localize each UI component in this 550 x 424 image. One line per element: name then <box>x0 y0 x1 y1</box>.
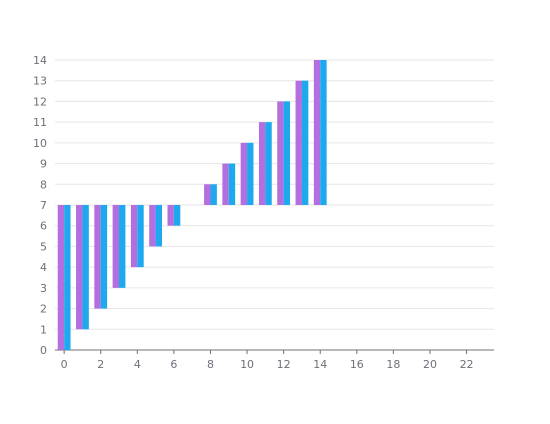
y-tick-label: 2 <box>40 303 47 316</box>
y-tick-label: 1 <box>40 323 47 336</box>
x-tick-label: 4 <box>134 358 141 371</box>
bar-series1 <box>240 142 248 205</box>
x-tick-label: 12 <box>277 358 291 371</box>
x-tick-label: 18 <box>386 358 400 371</box>
bar-series1 <box>295 80 302 205</box>
bar-series2 <box>82 205 89 330</box>
y-tick-label: 10 <box>33 137 47 150</box>
x-tick-label: 2 <box>97 358 104 371</box>
bar-series1 <box>76 205 83 330</box>
bar-series1 <box>130 205 138 268</box>
bar-series1 <box>167 205 174 226</box>
x-tick-label: 20 <box>423 358 437 371</box>
y-tick-label: 3 <box>40 282 47 295</box>
x-tick-label: 0 <box>61 358 68 371</box>
y-tick-label: 8 <box>40 178 47 191</box>
bar-series2 <box>228 163 236 205</box>
bar-series2 <box>155 205 163 247</box>
bar-series2 <box>173 205 181 226</box>
x-tick-label: 6 <box>170 358 177 371</box>
y-tick-label: 7 <box>40 199 47 212</box>
x-tick-label: 8 <box>207 358 214 371</box>
bar-series1 <box>277 101 284 205</box>
bar-series2 <box>320 60 327 205</box>
y-tick-label: 13 <box>33 75 47 88</box>
y-tick-label: 0 <box>40 344 47 357</box>
bar-series1 <box>112 205 120 288</box>
bar-series1 <box>204 184 211 205</box>
bar-series2 <box>247 142 254 205</box>
bar-series2 <box>64 205 71 350</box>
bar-series1 <box>258 122 266 205</box>
bar-series1 <box>222 163 229 205</box>
bar-series2 <box>210 184 217 205</box>
bar-series2 <box>119 205 126 288</box>
bar-series2 <box>100 205 108 309</box>
bar-series2 <box>301 80 309 205</box>
y-tick-label: 4 <box>40 261 47 274</box>
bar-series2 <box>283 101 291 205</box>
bar-series1 <box>57 205 65 350</box>
y-tick-label: 6 <box>40 220 47 233</box>
grid <box>55 59 494 351</box>
bars <box>57 60 327 350</box>
x-tick-label: 14 <box>313 358 327 371</box>
bar-series2 <box>137 205 144 268</box>
y-tick-label: 9 <box>40 158 47 171</box>
x-tick-label: 16 <box>350 358 364 371</box>
x-tick-label: 22 <box>460 358 474 371</box>
y-tick-label: 14 <box>33 54 47 67</box>
bar-series1 <box>149 205 156 247</box>
y-tick-label: 12 <box>33 95 47 108</box>
y-tick-label: 5 <box>40 240 47 253</box>
x-tick-label: 10 <box>240 358 254 371</box>
bar-series1 <box>313 60 321 205</box>
bar-series1 <box>94 205 101 309</box>
y-tick-label: 11 <box>33 116 47 129</box>
bar-series2 <box>265 122 272 205</box>
x-axis: 0 2 4 6 8 10 12 14 16 18 20 22 <box>61 350 474 371</box>
